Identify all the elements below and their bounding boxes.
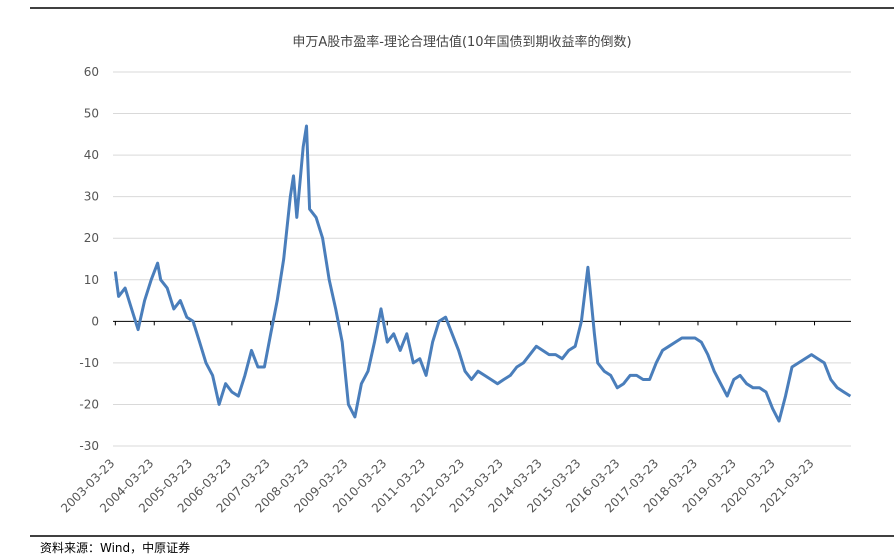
y-tick-label: -30	[79, 439, 99, 453]
y-tick-label: -10	[79, 356, 99, 370]
y-tick-label: 0	[91, 314, 99, 328]
y-tick-label: -20	[79, 397, 99, 411]
source-note: 资料来源：Wind，中原证券	[40, 540, 190, 555]
y-tick-label: 30	[84, 190, 99, 204]
y-tick-label: 60	[84, 65, 99, 79]
data-line	[113, 124, 852, 423]
y-tick-label: 20	[84, 231, 99, 245]
y-tick-label: 50	[84, 107, 99, 121]
y-tick-label: 10	[84, 273, 99, 287]
y-tick-label: 40	[84, 148, 99, 162]
chart-title: 申万A股市盈率-理论合理估值(10年国债到期收益率的倒数)	[292, 34, 631, 50]
